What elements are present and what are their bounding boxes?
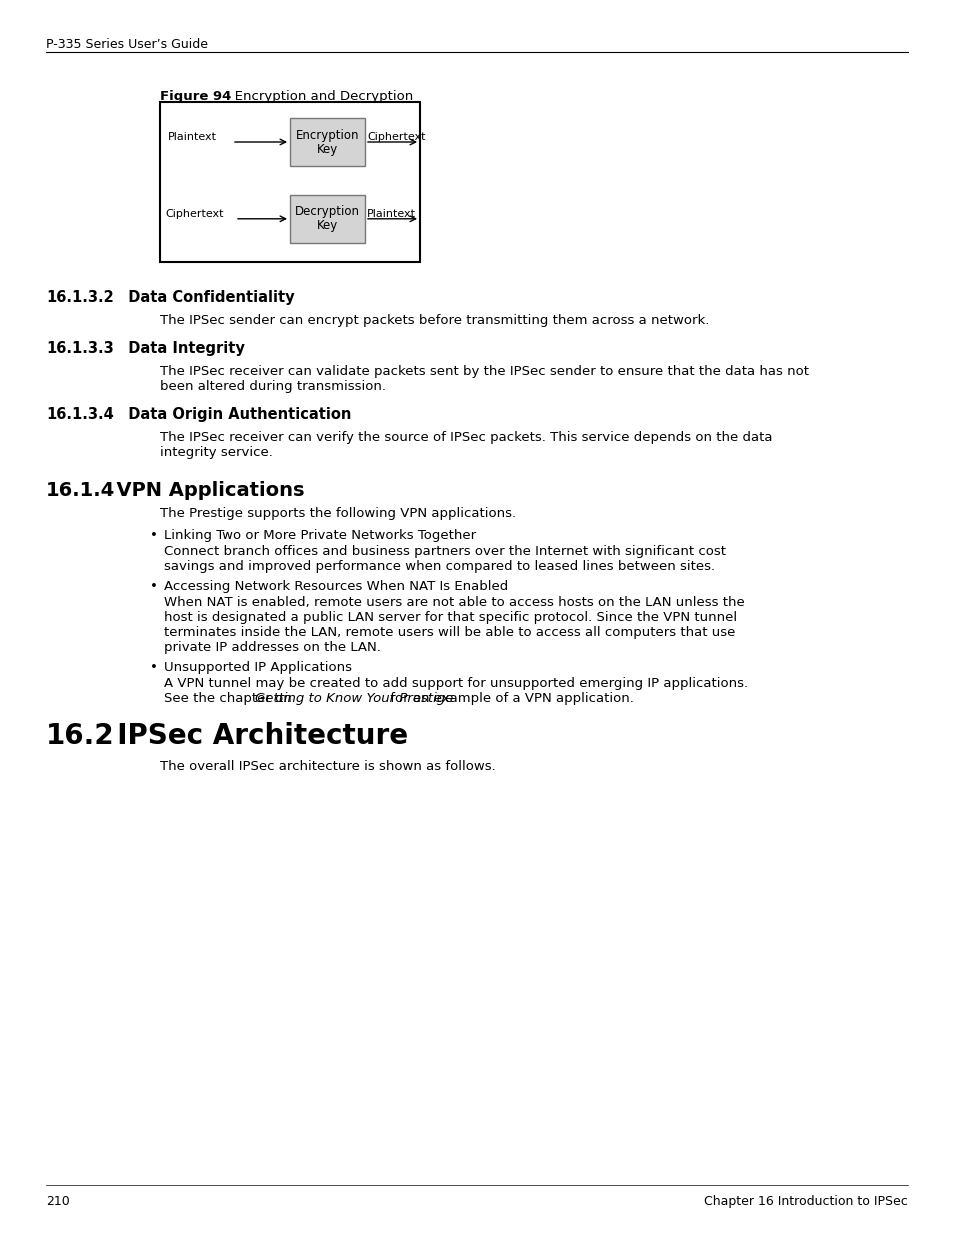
- Text: Key: Key: [316, 142, 337, 156]
- Text: 16.1.3.4: 16.1.3.4: [46, 408, 113, 422]
- Text: Encryption: Encryption: [295, 128, 359, 142]
- Text: 16.2: 16.2: [46, 722, 114, 750]
- Text: •: •: [150, 661, 157, 674]
- Text: host is designated a public LAN server for that specific protocol. Since the VPN: host is designated a public LAN server f…: [164, 611, 737, 624]
- Text: 16.1.3.2: 16.1.3.2: [46, 290, 113, 305]
- Text: IPSec Architecture: IPSec Architecture: [98, 722, 408, 750]
- Text: Ciphertext: Ciphertext: [165, 209, 223, 219]
- Text: terminates inside the LAN, remote users will be able to access all computers tha: terminates inside the LAN, remote users …: [164, 626, 735, 638]
- Text: Key: Key: [316, 220, 337, 232]
- Text: The IPSec receiver can verify the source of IPSec packets. This service depends : The IPSec receiver can verify the source…: [160, 431, 772, 445]
- Text: •: •: [150, 580, 157, 593]
- Text: Ciphertext: Ciphertext: [367, 132, 425, 142]
- Text: P-335 Series User’s Guide: P-335 Series User’s Guide: [46, 38, 208, 51]
- Bar: [290, 119, 365, 165]
- Text: 16.1.4: 16.1.4: [46, 480, 115, 500]
- Text: Plaintext: Plaintext: [168, 132, 216, 142]
- Text: been altered during transmission.: been altered during transmission.: [160, 380, 386, 393]
- Text: The overall IPSec architecture is shown as follows.: The overall IPSec architecture is shown …: [160, 760, 496, 773]
- Bar: [160, 103, 419, 262]
- Text: •: •: [150, 529, 157, 542]
- Text: VPN Applications: VPN Applications: [103, 480, 304, 500]
- Text: Unsupported IP Applications: Unsupported IP Applications: [164, 661, 352, 674]
- Text: Chapter 16 Introduction to IPSec: Chapter 16 Introduction to IPSec: [703, 1195, 907, 1208]
- Text: Accessing Network Resources When NAT Is Enabled: Accessing Network Resources When NAT Is …: [164, 580, 508, 593]
- Text: Connect branch offices and business partners over the Internet with significant : Connect branch offices and business part…: [164, 545, 725, 558]
- Text: Plaintext: Plaintext: [367, 209, 416, 219]
- Text: 16.1.3.3: 16.1.3.3: [46, 341, 113, 356]
- Text: for an example of a VPN application.: for an example of a VPN application.: [385, 692, 633, 705]
- Text: Getting to Know Your Prestige: Getting to Know Your Prestige: [255, 692, 453, 705]
- Text: private IP addresses on the LAN.: private IP addresses on the LAN.: [164, 641, 380, 655]
- Text: Figure 94: Figure 94: [160, 90, 232, 103]
- Bar: [290, 195, 365, 243]
- Text: A VPN tunnel may be created to add support for unsupported emerging IP applicati: A VPN tunnel may be created to add suppo…: [164, 677, 747, 690]
- Text: See the chapter on: See the chapter on: [164, 692, 295, 705]
- Text: Linking Two or More Private Networks Together: Linking Two or More Private Networks Tog…: [164, 529, 476, 542]
- Text: The IPSec receiver can validate packets sent by the IPSec sender to ensure that : The IPSec receiver can validate packets …: [160, 366, 808, 378]
- Text: Data Confidentiality: Data Confidentiality: [118, 290, 294, 305]
- Text: Data Integrity: Data Integrity: [118, 341, 245, 356]
- Text: integrity service.: integrity service.: [160, 446, 273, 459]
- Text: savings and improved performance when compared to leased lines between sites.: savings and improved performance when co…: [164, 559, 715, 573]
- Text: Decryption: Decryption: [294, 205, 359, 219]
- Text: The Prestige supports the following VPN applications.: The Prestige supports the following VPN …: [160, 508, 516, 520]
- Text: Data Origin Authentication: Data Origin Authentication: [118, 408, 351, 422]
- Text: When NAT is enabled, remote users are not able to access hosts on the LAN unless: When NAT is enabled, remote users are no…: [164, 597, 744, 609]
- Text: Encryption and Decryption: Encryption and Decryption: [222, 90, 413, 103]
- Text: 210: 210: [46, 1195, 70, 1208]
- Text: The IPSec sender can encrypt packets before transmitting them across a network.: The IPSec sender can encrypt packets bef…: [160, 314, 709, 327]
